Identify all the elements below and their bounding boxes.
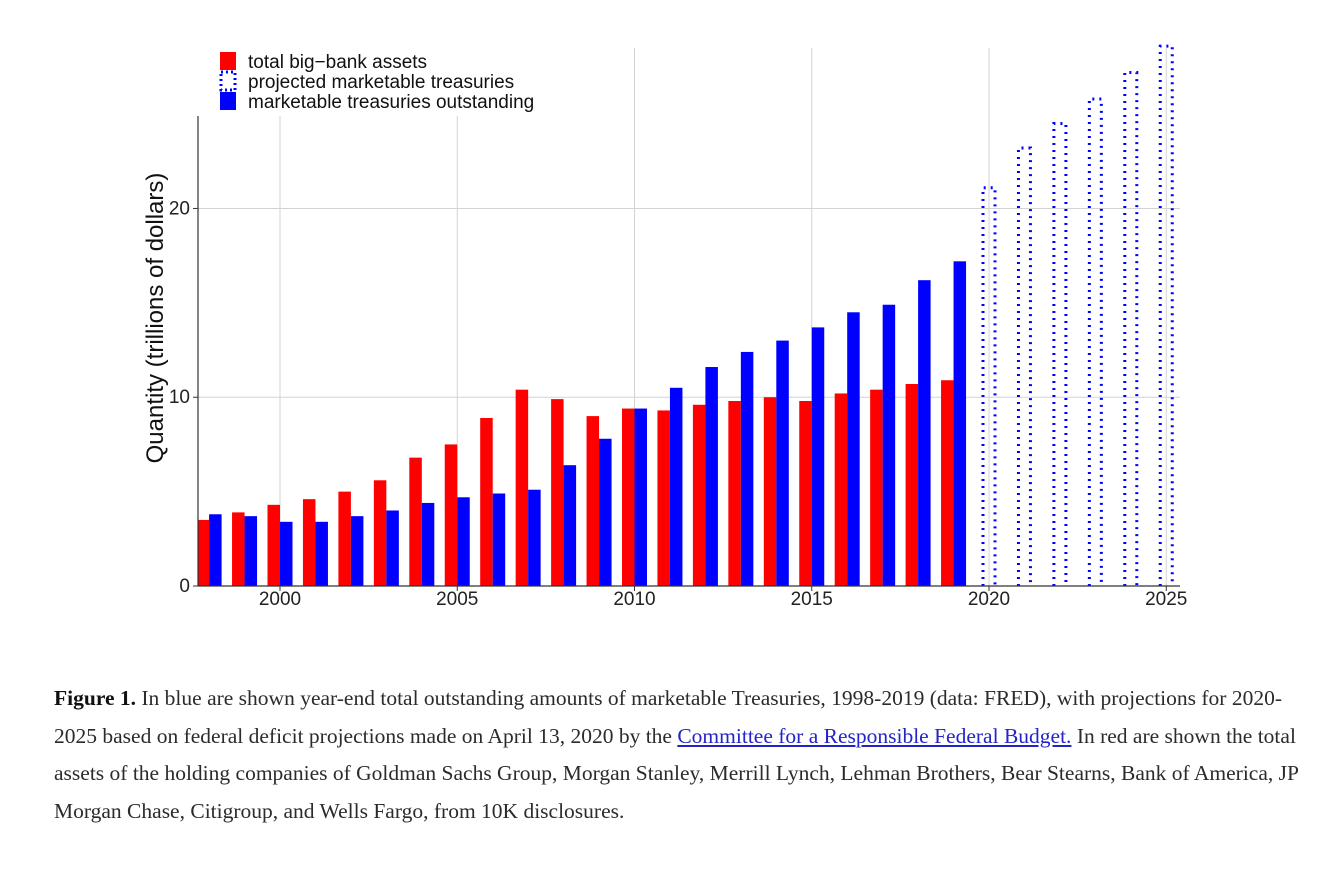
bar-treasuries-2019	[953, 261, 967, 586]
bar-treasuries-2001	[315, 521, 328, 586]
bar-bank-assets-2001	[302, 499, 316, 586]
bar-bank-assets-2006	[480, 417, 493, 586]
bar-treasuries-2013	[740, 351, 754, 586]
y-tick-label-20: 20	[169, 198, 190, 219]
bar-bank-assets-1999	[232, 512, 245, 586]
bar-treasuries-2008	[563, 465, 577, 586]
legend: total big−bank assets projected marketab…	[196, 44, 568, 116]
bar-treasuries-2018	[918, 280, 931, 586]
bar-treasuries-2003	[386, 510, 399, 586]
bar-treasuries-2016	[847, 312, 860, 586]
bar-treasuries-2009	[599, 438, 612, 586]
legend-swatch-treasuries	[220, 92, 236, 110]
x-tick-label-2015: 2015	[791, 589, 833, 610]
y-tick-label-0: 0	[179, 576, 190, 597]
bar-treasuries-2014	[776, 340, 789, 586]
bar-treasuries-2017	[882, 304, 896, 586]
legend-label-projected: projected marketable treasuries	[248, 72, 514, 93]
bar-bank-assets-2016	[834, 393, 848, 586]
legend-swatch-projected	[219, 70, 237, 92]
bar-treasuries-1999	[244, 516, 258, 586]
bar-projected-2020	[981, 186, 997, 586]
bar-treasuries-2000	[280, 521, 293, 586]
legend-label-treasuries: marketable treasuries outstanding	[248, 92, 534, 113]
bar-bank-assets-2005	[444, 444, 458, 586]
bar-bank-assets-2018	[905, 384, 919, 586]
axes: 2000 2005 2010 2015 2020 2025 0 10 20	[169, 48, 1187, 610]
bar-bank-assets-2008	[551, 399, 564, 586]
bar-bank-assets-2002	[338, 491, 351, 586]
x-tick-label-2020: 2020	[968, 589, 1010, 610]
bar-treasuries-2007	[528, 489, 541, 586]
caption-label: Figure 1.	[54, 686, 137, 710]
bars	[198, 44, 1174, 586]
bar-treasuries-1998	[209, 514, 222, 586]
x-tick-label-2000: 2000	[259, 589, 301, 610]
bar-bank-assets-2003	[373, 480, 387, 586]
y-axis-label: Quantity (trillions of dollars)	[142, 173, 169, 464]
crfb-link[interactable]: Committee for a Responsible Federal Budg…	[677, 723, 1072, 748]
bar-bank-assets-2012	[692, 404, 706, 586]
bar-bank-assets-2010	[622, 408, 635, 586]
bar-treasuries-2006	[492, 493, 506, 586]
y-tick-label-10: 10	[169, 387, 190, 408]
bar-projected-2022	[1052, 122, 1068, 586]
caption-text-1: In blue are shown year-end total outstan…	[54, 686, 1283, 748]
legend-swatch-bank-assets	[220, 52, 236, 70]
x-tick-label-2005: 2005	[436, 589, 478, 610]
bar-treasuries-2012	[705, 367, 718, 586]
bar-bank-assets-2004	[409, 457, 422, 586]
bar-projected-2023	[1087, 97, 1103, 586]
x-tick-label-2010: 2010	[613, 589, 655, 610]
bar-bank-assets-2009	[586, 416, 600, 586]
bar-bank-assets-2015	[799, 401, 812, 586]
bar-treasuries-2004	[421, 502, 435, 586]
bar-bank-assets-2007	[515, 389, 529, 586]
legend-label-bank-assets: total big−bank assets	[248, 52, 427, 73]
figure-caption: Figure 1. In blue are shown year-end tot…	[54, 680, 1304, 830]
caption-text-2: In red are shown the total assets of the…	[54, 723, 1299, 823]
bar-projected-2024	[1123, 71, 1139, 586]
bar-projected-2021	[1016, 146, 1032, 586]
bar-bank-assets-2011	[657, 410, 670, 586]
bar-treasuries-2010	[634, 408, 647, 586]
bar-treasuries-2011	[669, 387, 683, 586]
bar-bank-assets-2013	[728, 401, 741, 586]
bar-chart: 2000 2005 2010 2015 2020 2025 0 10 20 Quantity (…	[142, 44, 1187, 610]
bar-treasuries-2005	[457, 497, 470, 586]
bar-bank-assets-2014	[763, 397, 777, 586]
x-tick-label-2025: 2025	[1145, 589, 1187, 610]
bar-treasuries-2015	[811, 327, 825, 586]
bar-bank-assets-2019	[941, 380, 954, 586]
legend-background	[196, 44, 568, 116]
bar-bank-assets-2017	[870, 389, 883, 586]
bar-bank-assets-2000	[267, 504, 280, 586]
bar-treasuries-2002	[350, 516, 364, 586]
bar-bank-assets-1998	[198, 519, 210, 586]
